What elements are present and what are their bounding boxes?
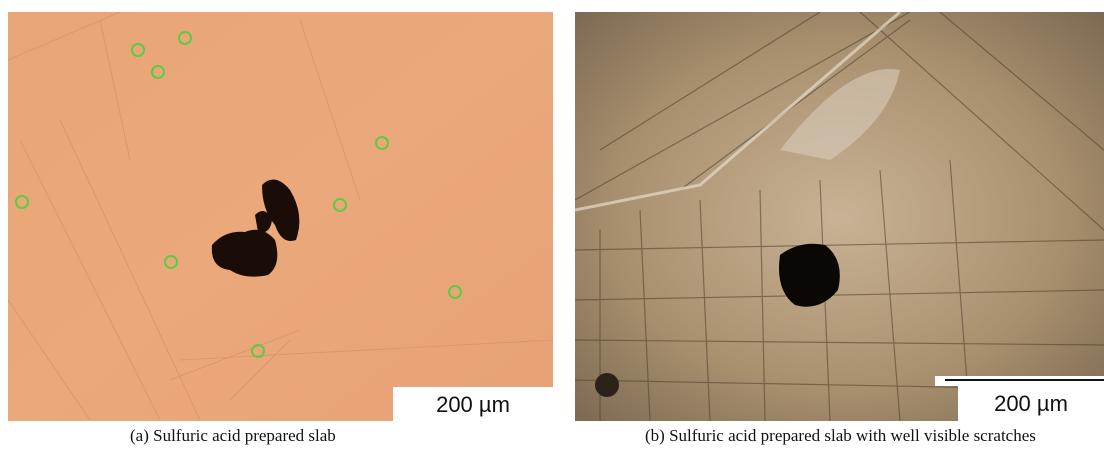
image-a: 200 µm xyxy=(8,12,553,421)
scale-bar-label: 200 µm xyxy=(436,392,510,417)
caption-a: (a) Sulfuric acid prepared slab xyxy=(130,426,336,446)
caption-b: (b) Sulfuric acid prepared slab with wel… xyxy=(645,426,1036,446)
figure-page: 200 µm 200 µm (a) Sulfuric acid prepared… xyxy=(0,0,1104,452)
figure: 200 µm 200 µm xyxy=(0,0,1104,425)
image-b: 200 µm xyxy=(575,12,1104,421)
scale-bar-label: 200 µm xyxy=(994,391,1068,416)
